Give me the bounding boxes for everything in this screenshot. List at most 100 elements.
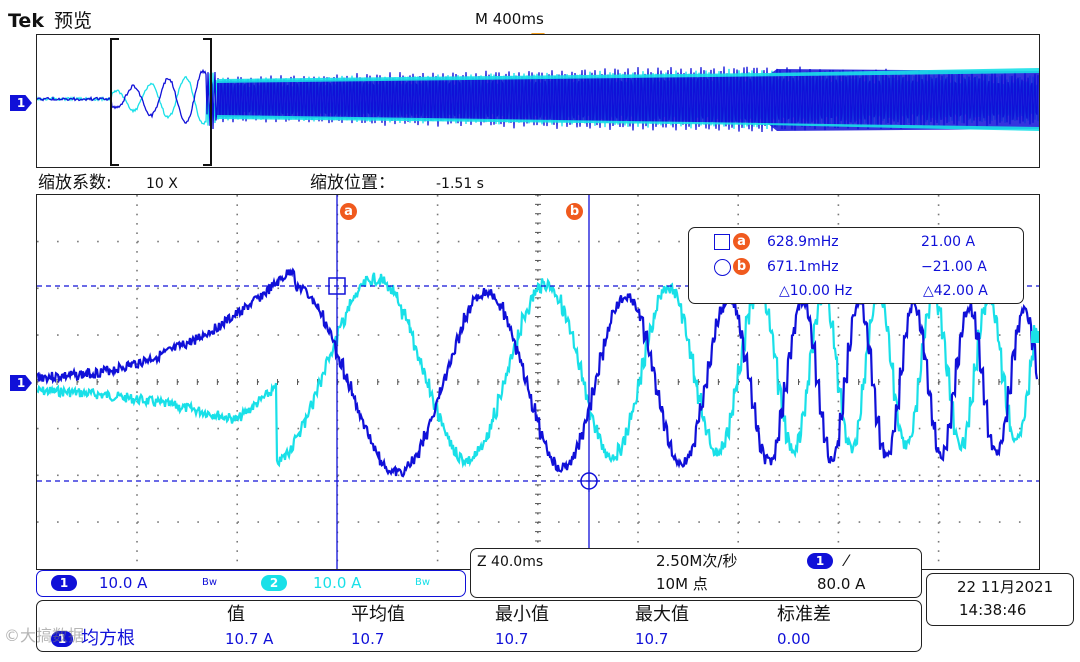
graticule-dot [837, 204, 840, 206]
cursor-a-label[interactable]: a [340, 203, 357, 220]
graticule-dot [136, 438, 138, 440]
ch1-ground-marker-overview[interactable]: 1 [10, 95, 32, 111]
graticule-dot [937, 344, 940, 347]
graticule-dot [537, 279, 539, 281]
graticule-dot [136, 297, 138, 300]
graticule-dot [537, 522, 539, 524]
graticule-dot [257, 427, 260, 430]
record-length: 10M 点 [656, 575, 708, 593]
graticule-dot [737, 419, 739, 421]
graticule-dot [958, 427, 961, 430]
graticule-dot [818, 334, 821, 336]
graticule-dot [537, 307, 539, 309]
graticule-dot [137, 381, 139, 383]
ch1-scale[interactable]: 10.0 A [99, 574, 148, 592]
graticule-dot [937, 522, 940, 524]
graticule-dot [678, 334, 680, 336]
graticule-dot [637, 447, 639, 450]
graticule-dot [377, 240, 380, 243]
square-cursor-icon [714, 234, 730, 250]
graticule-dot [436, 279, 439, 281]
graticule-dot [637, 522, 639, 524]
graticule-dot [537, 344, 539, 347]
channel-scale-bar[interactable]: 1 10.0 A Bw 2 10.0 A Bw [36, 570, 466, 597]
graticule-dot [117, 287, 119, 290]
graticule-dot [436, 288, 439, 291]
acquisition-info-panel[interactable]: Z 40.0ms 2.50M次/秒 1 ⁄ 10M 点 80.0 A [470, 548, 922, 598]
graticule-dot [558, 287, 560, 290]
graticule-dot [217, 521, 219, 523]
graticule-dot [317, 287, 320, 290]
graticule-dot [637, 204, 639, 206]
ch2-badge[interactable]: 2 [261, 575, 287, 591]
graticule-dot [136, 232, 138, 234]
graticule-dot [417, 427, 420, 430]
graticule-dot [297, 334, 300, 336]
graticule-dot [136, 559, 138, 562]
graticule-dot [618, 240, 620, 243]
graticule-dot [618, 287, 620, 290]
graticule-dot [778, 521, 781, 523]
graticule-dot [837, 540, 840, 543]
graticule-dot [236, 325, 238, 328]
cursor-b-label[interactable]: b [566, 203, 583, 220]
graticule-dot [437, 287, 440, 290]
graticule-dot [837, 484, 840, 487]
graticule-dot [798, 427, 801, 430]
graticule-dot [136, 475, 138, 478]
measurement-panel[interactable]: 值 平均值 最小值 最大值 标准差 1 均方根 10.7 A 10.7 10.7… [36, 600, 922, 652]
graticule-dot [136, 344, 138, 347]
graticule-dot [157, 381, 159, 383]
graticule-dot [157, 240, 159, 243]
graticule-dot [477, 521, 480, 523]
graticule-dot [236, 512, 238, 515]
graticule-dot [578, 381, 580, 383]
trigger-source-badge[interactable]: 1 [807, 553, 833, 569]
graticule-dot [918, 521, 921, 523]
graticule-dot [537, 512, 539, 515]
measurement-value: 10.7 A [225, 630, 274, 648]
graticule-dot [417, 521, 420, 523]
cursor-a-badge: a [733, 233, 750, 250]
graticule-dot [57, 521, 59, 523]
graticule-dot [818, 521, 821, 523]
graticule-dot [436, 232, 439, 234]
graticule-dot [136, 195, 138, 197]
graticule-dot [637, 540, 639, 543]
ch2-scale[interactable]: 10.0 A [313, 574, 362, 592]
graticule-dot [537, 316, 539, 319]
ch2-overview-envelope-bottom [217, 115, 1039, 131]
graticule-dot [818, 427, 821, 430]
graticule-dot [236, 204, 238, 206]
graticule-dot [537, 297, 539, 300]
graticule-dot [837, 466, 840, 468]
graticule-dot [297, 474, 300, 477]
graticule-dot [937, 503, 940, 506]
graticule-dot [737, 466, 739, 468]
graticule-dot [357, 474, 360, 477]
graticule-dot [637, 353, 639, 356]
graticule-dot [637, 325, 639, 328]
sample-rate: 2.50M次/秒 [656, 552, 738, 570]
graticule-dot [136, 531, 138, 534]
graticule-dot [236, 363, 238, 365]
graticule-dot [297, 240, 300, 243]
graticule-dot [236, 428, 238, 431]
graticule-dot [137, 427, 139, 430]
overview-pane[interactable] [36, 34, 1040, 168]
graticule-dot [678, 521, 680, 523]
graticule-dot [937, 353, 940, 356]
graticule-dot [436, 325, 439, 328]
cursor-readout-panel: a 628.9mHz 21.00 A b 671.1mHz −21.00 A △… [688, 227, 1024, 304]
graticule-dot [357, 521, 360, 523]
graticule-dot [537, 410, 539, 412]
ch1-ground-marker-main[interactable]: 1 [10, 375, 32, 391]
graticule-dot [357, 334, 360, 336]
graticule-dot [236, 372, 238, 375]
graticule-dot [637, 419, 639, 421]
ch1-badge[interactable]: 1 [51, 575, 77, 591]
graticule-dot [798, 521, 801, 523]
cursor-delta-value: △42.00 A [923, 283, 988, 299]
graticule-dot [377, 381, 380, 383]
graticule-dot [637, 512, 639, 515]
